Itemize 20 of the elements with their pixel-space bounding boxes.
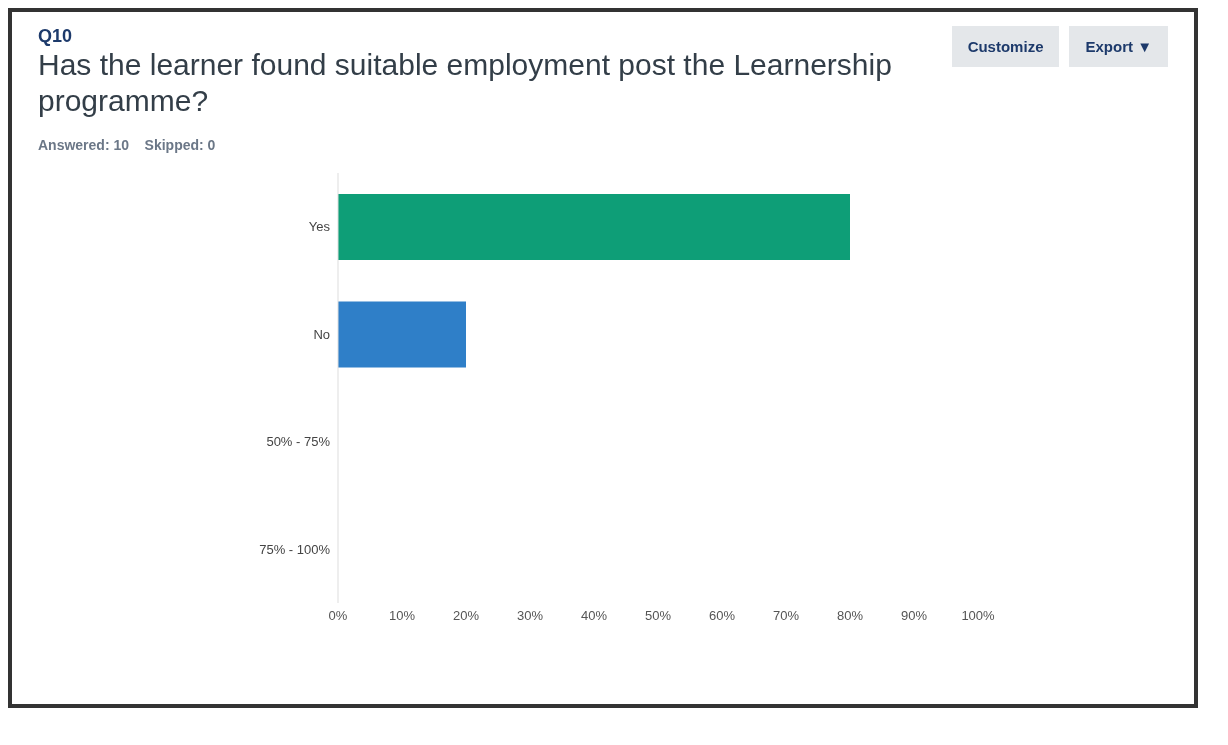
text: Q10 xyxy=(38,26,73,47)
y-tick-label: No xyxy=(313,326,330,342)
x-tick-label: 70% xyxy=(772,608,800,624)
x-tick-label: 60% xyxy=(708,608,736,624)
text: Customize xyxy=(951,26,1060,67)
x-tick-label: 0% xyxy=(328,608,348,624)
x-tick-label: 40% xyxy=(580,608,608,624)
text: Export ▼ xyxy=(1069,26,1168,67)
text: Answered: 10 Skipped: 0 xyxy=(38,137,217,153)
x-tick-label: 100% xyxy=(961,608,996,624)
x-tick-label: 20% xyxy=(452,608,480,624)
x-tick-label: 30% xyxy=(516,608,544,624)
y-tick-label: 75% - 100% xyxy=(259,541,331,557)
y-tick-label: Yes xyxy=(308,219,331,235)
x-tick-label: 80% xyxy=(836,608,864,624)
x-tick-label: 50% xyxy=(644,608,672,624)
x-tick-label: 10% xyxy=(388,608,416,624)
y-tick-label: 50% - 75% xyxy=(266,434,331,450)
x-tick-label: 90% xyxy=(900,608,928,624)
chart-title: Has the learner found suitable employment post the Learnership programme? xyxy=(38,48,892,117)
